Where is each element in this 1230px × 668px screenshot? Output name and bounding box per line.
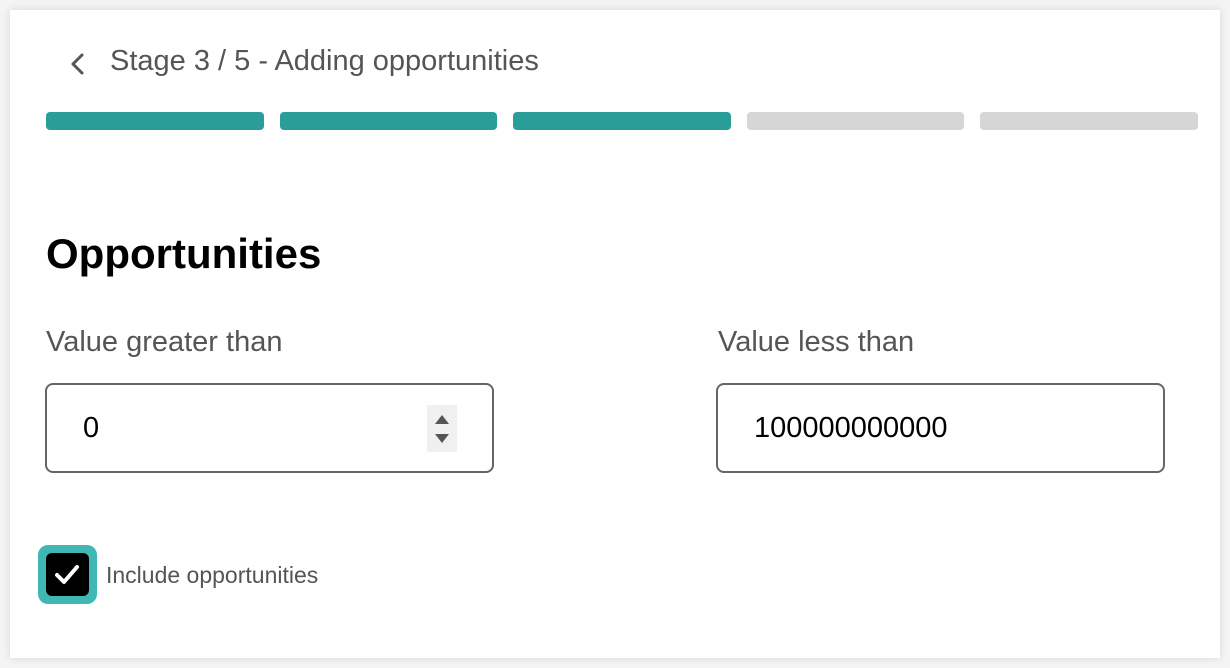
checkmark-icon	[55, 565, 79, 584]
progress-segment-3	[513, 112, 731, 130]
progress-segment-1	[46, 112, 264, 130]
section-heading: Opportunities	[46, 230, 322, 277]
progress-segment-4	[747, 112, 964, 130]
checkbox-box	[46, 553, 89, 596]
include-opportunities-label[interactable]: Include opportunities	[106, 562, 319, 588]
stepper-down-icon[interactable]	[435, 434, 449, 443]
progress-segment-2	[280, 112, 497, 130]
value-less-than-input[interactable]: 100000000000	[716, 383, 1165, 473]
stepper-up-icon[interactable]	[435, 415, 449, 424]
less-than-value: 100000000000	[754, 412, 948, 444]
number-stepper[interactable]	[427, 405, 457, 452]
greater-than-value: 0	[83, 412, 100, 444]
less-than-label: Value less than	[718, 326, 915, 358]
greater-than-label: Value greater than	[46, 326, 283, 358]
include-opportunities-checkbox[interactable]	[38, 545, 97, 604]
progress-segment-5	[980, 112, 1198, 130]
chevron-left-icon	[71, 53, 84, 75]
back-button[interactable]	[64, 50, 92, 78]
stage-title: Stage 3 / 5 - Adding opportunities	[110, 45, 539, 77]
value-greater-than-input[interactable]: 0	[45, 383, 494, 473]
